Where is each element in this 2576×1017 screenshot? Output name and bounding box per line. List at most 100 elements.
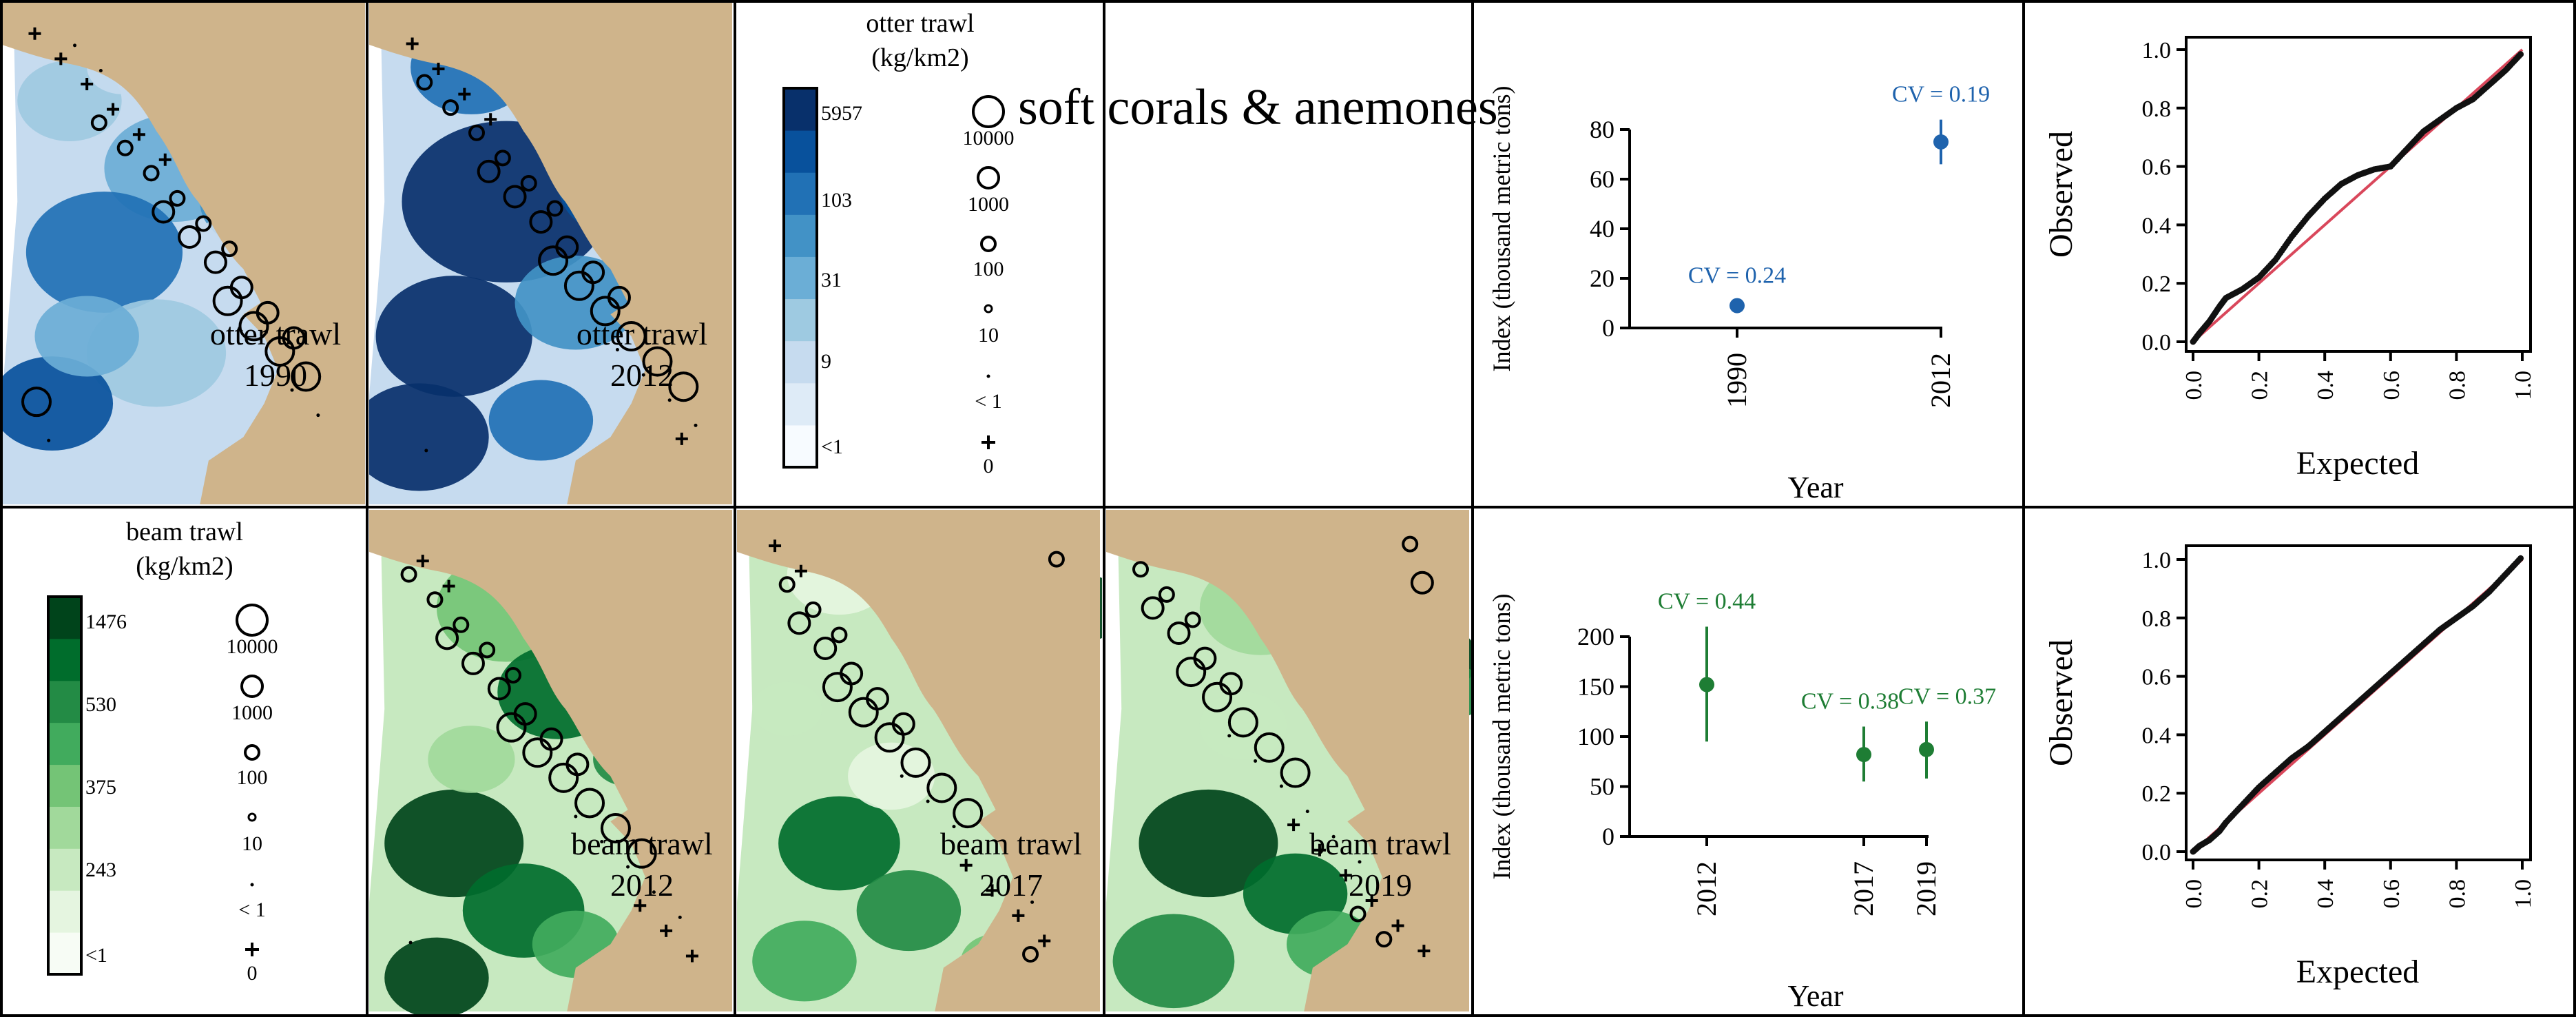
station-catch-circle (891, 712, 915, 736)
station-trace-catch (73, 43, 77, 48)
station-catch-circle (581, 260, 605, 285)
map-beam-trawl-2012 (369, 510, 732, 1014)
qq-point (2517, 555, 2524, 562)
station-catch-circle (1202, 681, 1233, 712)
station-zero-catch (54, 52, 67, 65)
x-tick-label: 0.8 (2444, 371, 2470, 400)
map-label-otter-2012-year: 2012 (610, 358, 674, 393)
station-catch-circle (822, 672, 853, 703)
legend-otter-title: otter trawl (866, 9, 974, 38)
x-axis-label: Expected (2296, 445, 2420, 482)
station-catch-circle (787, 611, 811, 635)
legend-otter-breaks: 5957 103 31 9 <1 (821, 102, 862, 458)
y-tick-label: 0.2 (2142, 781, 2172, 807)
station-catch-circle (494, 150, 511, 167)
station-catch-circle (503, 185, 527, 209)
density-patch (488, 380, 594, 461)
station-trace-catch (1331, 834, 1336, 839)
ramp-swatch (784, 424, 817, 468)
station-trace-catch (98, 68, 103, 72)
station-trace-catch (1254, 759, 1258, 763)
zero-catch-plus-icon (981, 435, 995, 449)
index-point (1933, 134, 1949, 150)
density-patch (384, 937, 489, 1014)
station-trace-catch (1358, 860, 1362, 864)
legend-beam-break: <1 (85, 944, 107, 967)
density-patch (752, 681, 822, 736)
x-tick-label: 2019 (1911, 861, 1942, 916)
station-catch-circle (90, 114, 107, 132)
size-circle-1000 (240, 675, 264, 698)
ramp-swatch (48, 932, 81, 975)
station-zero-catch (406, 37, 419, 50)
station-zero-catch (1391, 919, 1404, 932)
station-catch-circle (461, 651, 485, 675)
map-otter-trawl-2012 (369, 3, 732, 504)
density-patch (848, 742, 935, 810)
y-axis-label: Index (thousand metric tons) (1488, 86, 1515, 372)
station-catch-circle (143, 165, 160, 182)
cv-label: CV = 0.37 (1898, 684, 1996, 709)
y-tick-label: 0.4 (2142, 723, 2172, 748)
station-trace-catch (290, 388, 294, 392)
land-mass (369, 3, 732, 504)
ramp-swatch (784, 298, 817, 342)
size-circle-100 (980, 236, 997, 252)
beam-qq-chart: 0.0 0.0 0.2 0.2 0.4 0.4 0.6 0.6 0.8 0.8 1.0 1.0 Expe… (2043, 544, 2536, 990)
x-axis-label: Year (1787, 471, 1843, 504)
otter-qq-chart: 0.0 0.0 0.2 0.2 0.4 0.4 0.6 0.6 0.8 0.8 1.0 1.0 Expe… (2043, 36, 2536, 482)
x-tick-label: 0.8 (2444, 879, 2470, 909)
plot-frame (2185, 544, 2532, 861)
station-zero-catch (432, 63, 445, 76)
station-zero-catch (1287, 819, 1300, 832)
index-point (1856, 747, 1871, 763)
station-catch-circle (1176, 657, 1207, 688)
ramp-swatch (784, 340, 817, 384)
station-trace-catch (694, 423, 698, 427)
station-trace-catch (667, 398, 672, 402)
ramp-swatch (48, 597, 81, 639)
land-mass (3, 3, 365, 504)
ramp-swatch (48, 848, 81, 891)
station-catch-circle (195, 215, 212, 232)
qq-point (2517, 51, 2524, 58)
map-label-beam-2019-gear: beam trawl (1309, 826, 1451, 861)
station-zero-catch (416, 555, 429, 568)
station-catch-circle (1227, 707, 1258, 738)
size-circle-100 (244, 744, 260, 761)
station-trace-catch (978, 850, 982, 854)
y-tick-label: 100 (1577, 723, 1614, 750)
cv-label: CV = 0.24 (1688, 263, 1786, 288)
station-catch-circle (477, 159, 501, 183)
legend-otter-size-key: 10000 1000 100 10 < 1 0 (963, 95, 1015, 477)
station-zero-catch (107, 103, 120, 116)
density-patch (856, 870, 962, 952)
station-zero-catch (660, 924, 673, 937)
x-tick-label: 2017 (1848, 861, 1879, 916)
x-axis-label: Expected (2296, 954, 2420, 990)
size-label: 10 (978, 324, 999, 347)
size-label: 10000 (227, 635, 278, 658)
station-catch-circle (256, 300, 280, 325)
size-label: 10 (242, 832, 262, 855)
station-catch-circle (1141, 596, 1165, 620)
y-tick-label: 20 (1590, 265, 1614, 292)
station-zero-catch (685, 949, 698, 963)
size-circle-10000 (236, 604, 269, 637)
ramp-swatch (784, 256, 817, 300)
ramp-swatch (784, 88, 817, 131)
station-catch-circle (426, 591, 444, 608)
y-tick-label: 1.0 (2142, 38, 2172, 63)
station-trace-catch (652, 890, 656, 894)
x-tick-label: 0.4 (2313, 879, 2338, 909)
legend-otter-break: 103 (821, 189, 852, 212)
legend-beam-breaks: 1476 530 375 243 <1 (85, 610, 127, 967)
station-zero-catch (769, 540, 782, 553)
station-zero-catch (81, 78, 94, 90)
map-label-otter-1990-year: 1990 (244, 358, 307, 393)
station-catch-circle (555, 235, 579, 259)
cv-label: CV = 0.38 (1801, 689, 1899, 715)
map-label-beam-2017-year: 2017 (979, 867, 1043, 903)
map-beam-trawl-2017 (737, 510, 1102, 1012)
